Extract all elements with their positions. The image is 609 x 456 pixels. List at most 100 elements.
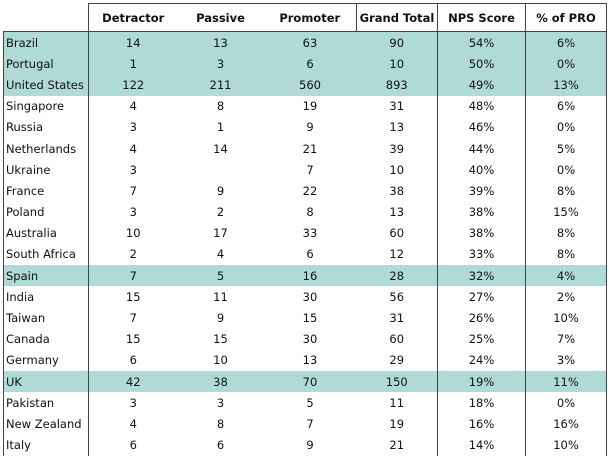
detractor-cell: 3 [88,159,178,181]
grand-total-cell: 39 [356,137,438,160]
pct-pro-cell: 4% [525,265,607,287]
passive-cell: 1 [216,120,225,135]
nps-score-cell: 50% [437,53,526,75]
country-cell: Russia [3,116,89,138]
pct-pro-cell: 13% [525,74,607,96]
table-row: Canada 15 15 30 60 25% 7% [3,328,607,350]
promoter-cell: 7 [306,162,314,177]
country-cell: Pakistan [3,392,89,414]
nps-score-cell: 54% [437,31,526,54]
detractor-cell: 42 [88,371,178,393]
passive-cell: 3 [177,53,264,75]
grand-total-cell: 60 [356,328,438,350]
passive-cell: 211 [177,74,264,96]
promoter-cell: 33 [302,226,318,241]
nps-score-cell: 44% [437,137,526,160]
nps-score-cell: 49% [437,74,526,96]
promoter-cell: 19 [302,99,318,114]
grand-total-cell: 38 [356,180,438,202]
nps-score-cell: 27% [437,286,526,308]
detractor-cell: 3 [88,201,178,223]
pct-pro-cell: 5% [525,137,607,160]
promoter-cell: 560 [263,74,357,96]
table-row: Pakistan 3 3 5 11 18% 0% [3,392,607,414]
grand-total-cell: 13 [356,116,438,138]
table-row: Russia 3 1 9 13 46% 0% [3,116,607,138]
pct-pro-cell: 8% [525,243,607,266]
table-row: India 15 11 30 56 27% 2% [3,286,607,308]
promoter-cell: 16 [263,265,357,287]
table-row: France 7 9 22 38 39% 8% [3,180,607,202]
country-cell: Canada [3,328,89,350]
passive-cell: 13 [177,31,264,54]
detractor-cell: 14 [88,31,178,54]
pct-pro-cell: 8% [525,222,607,244]
pct-pro-cell: 0% [525,53,607,75]
promoter-cell: 15 [302,311,318,326]
detractor-cell: 2 [88,243,178,266]
detractor-cell: 6 [88,349,178,371]
pct-pro-cell: 15% [525,201,607,223]
passive-cell: 38 [177,371,264,393]
detractor-cell: 15 [88,286,178,308]
pct-pro-cell: 0% [525,392,607,414]
promoter-cell: 6 [306,247,314,262]
nps-score-cell: 25% [437,328,526,350]
table-row: Brazil 14 13 63 90 54% 6% [3,31,607,54]
nps-score-cell: 38% [437,201,526,223]
table-row: Portugal 1 3 6 10 50% 0% [3,53,607,75]
detractor-cell: 4 [88,95,178,117]
detractor-cell: 7 [88,265,178,287]
country-cell: Italy [3,434,89,456]
nps-score-cell: 38% [437,222,526,244]
header-detractor: Detractor [88,3,178,32]
table-row: South Africa 2 4 6 12 33% 8% [3,243,607,266]
nps-score-cell: 40% [437,159,526,181]
table-row: Poland 3 2 8 13 38% 15% [3,201,607,223]
promoter-cell: 7 [306,416,314,431]
grand-total-cell: 150 [356,371,438,393]
grand-total-cell: 28 [356,265,438,287]
promoter-cell: 63 [263,31,357,54]
passive-cell: 8 [216,99,225,114]
nps-score-cell: 18% [437,392,526,414]
country-cell: Singapore [3,95,89,117]
table-row: Taiwan 7 9 15 31 26% 10% [3,307,607,329]
promoter-cell: 30 [302,289,318,304]
detractor-cell: 10 [88,222,178,244]
passive-cell: 6 [216,438,225,453]
nps-score-cell: 24% [437,349,526,371]
nps-score-cell: 33% [437,243,526,266]
detractor-cell: 4 [88,137,178,160]
grand-total-cell: 60 [356,222,438,244]
nps-score-cell: 39% [437,180,526,202]
table-row: Ukraine 3 7 10 40% 0% [3,159,607,181]
table-row: United States 122 211 560 893 49% 13% [3,74,607,96]
passive-cell [178,159,264,180]
grand-total-cell: 12 [356,243,438,266]
detractor-cell: 7 [88,180,178,202]
grand-total-cell: 10 [356,53,438,75]
country-cell: United States [3,74,89,96]
country-cell: France [3,180,89,202]
grand-total-cell: 10 [356,159,438,181]
passive-cell: 5 [177,265,264,287]
nps-score-cell: 19% [437,371,526,393]
promoter-cell: 13 [302,353,318,368]
passive-cell: 14 [213,141,228,156]
passive-cell: 15 [213,332,228,347]
nps-score-cell: 46% [437,116,526,138]
promoter-cell: 9 [306,120,314,135]
detractor-cell: 122 [88,74,178,96]
country-cell: South Africa [3,243,89,266]
grand-total-cell: 21 [356,434,438,456]
table-row: UK 42 38 70 150 19% 11% [3,371,607,393]
nps-score-cell: 26% [437,307,526,329]
promoter-cell: 30 [302,332,318,347]
grand-total-cell: 29 [356,349,438,371]
grand-total-cell: 19 [356,413,438,435]
passive-cell: 2 [216,205,225,220]
table-row: Italy 6 6 9 21 14% 10% [3,434,607,456]
country-cell: Taiwan [3,307,89,329]
nps-score-cell: 16% [437,413,526,435]
